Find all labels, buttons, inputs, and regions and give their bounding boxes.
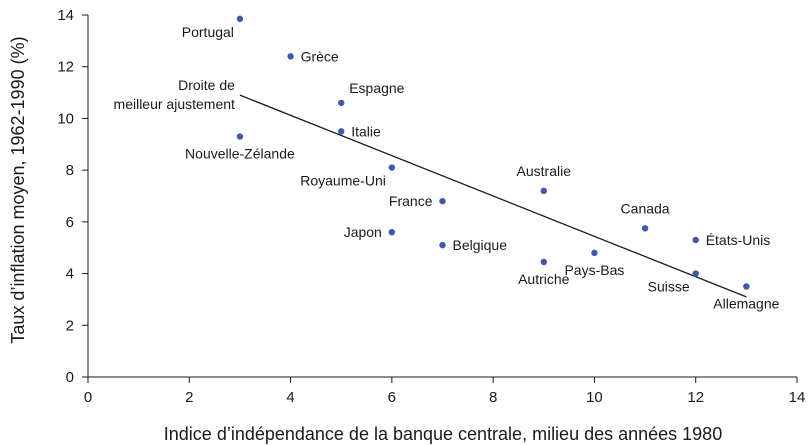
x-tick-label: 6	[388, 389, 396, 406]
best-fit-group: Droite de meilleur ajustement	[114, 77, 747, 298]
x-tick-label: 8	[489, 389, 497, 406]
y-tick-label: 4	[66, 266, 74, 283]
data-point	[591, 249, 598, 257]
x-tick-label: 4	[286, 389, 294, 406]
data-point	[338, 99, 345, 107]
data-point	[236, 133, 244, 140]
axis-titles: Indice d’indépendance de la banque centr…	[8, 36, 722, 444]
data-point	[743, 283, 750, 290]
point-label: Grèce	[301, 48, 339, 64]
data-point	[692, 236, 699, 244]
data-point	[236, 15, 244, 23]
data-point	[439, 241, 446, 249]
point-label: États-Unis	[706, 232, 771, 248]
y-tick-label: 6	[66, 214, 74, 231]
point-label: Nouvelle-Zélande	[185, 146, 295, 162]
data-point	[439, 197, 446, 205]
point-label: Canada	[621, 200, 670, 216]
x-tick-label: 0	[84, 389, 92, 406]
axes: 0 2 4 6 8 10 12 14 0 2 4 6 8 10 12 14	[57, 7, 805, 406]
point-label: Pays-Bas	[564, 262, 624, 278]
x-tick-label: 2	[185, 389, 193, 406]
point-label: Japon	[344, 224, 382, 240]
best-fit-label: Droite de	[178, 77, 235, 93]
point-label: Allemagne	[713, 296, 779, 312]
data-point	[338, 128, 345, 135]
point-label: Portugal	[182, 24, 234, 40]
y-tick-label: 0	[66, 369, 74, 386]
y-tick-label: 10	[57, 110, 74, 127]
point-label: Espagne	[349, 80, 404, 96]
data-point	[692, 270, 699, 277]
x-tick-label: 12	[687, 389, 704, 406]
data-point	[287, 53, 294, 60]
point-label: Belgique	[453, 237, 508, 253]
x-tick-label: 10	[586, 389, 603, 406]
x-tick-label: 14	[789, 389, 806, 406]
data-point	[540, 258, 547, 266]
data-points: Portugal Grèce Espagne Italie Nouvelle-Zélan…	[182, 15, 780, 312]
y-tick-label: 12	[57, 59, 74, 76]
point-label: Suisse	[648, 279, 690, 295]
point-label: Italie	[351, 123, 381, 139]
point-label: Australie	[517, 163, 572, 179]
data-point	[641, 225, 649, 232]
x-axis-title: Indice d’indépendance de la banque centr…	[164, 424, 722, 444]
data-point	[540, 187, 547, 195]
y-tick-label: 2	[66, 317, 74, 334]
y-axis-title: Taux d’inflation moyen, 1962-1990 (%)	[8, 36, 28, 343]
data-point	[388, 229, 396, 236]
point-label: France	[389, 193, 433, 209]
best-fit-line	[239, 94, 747, 298]
data-point	[388, 164, 396, 171]
y-tick-label: 8	[66, 162, 74, 179]
point-label: Autriche	[518, 271, 570, 287]
best-fit-label: meilleur ajustement	[114, 96, 235, 112]
y-tick-label: 14	[57, 7, 74, 24]
point-label: Royaume-Uni	[300, 173, 386, 189]
